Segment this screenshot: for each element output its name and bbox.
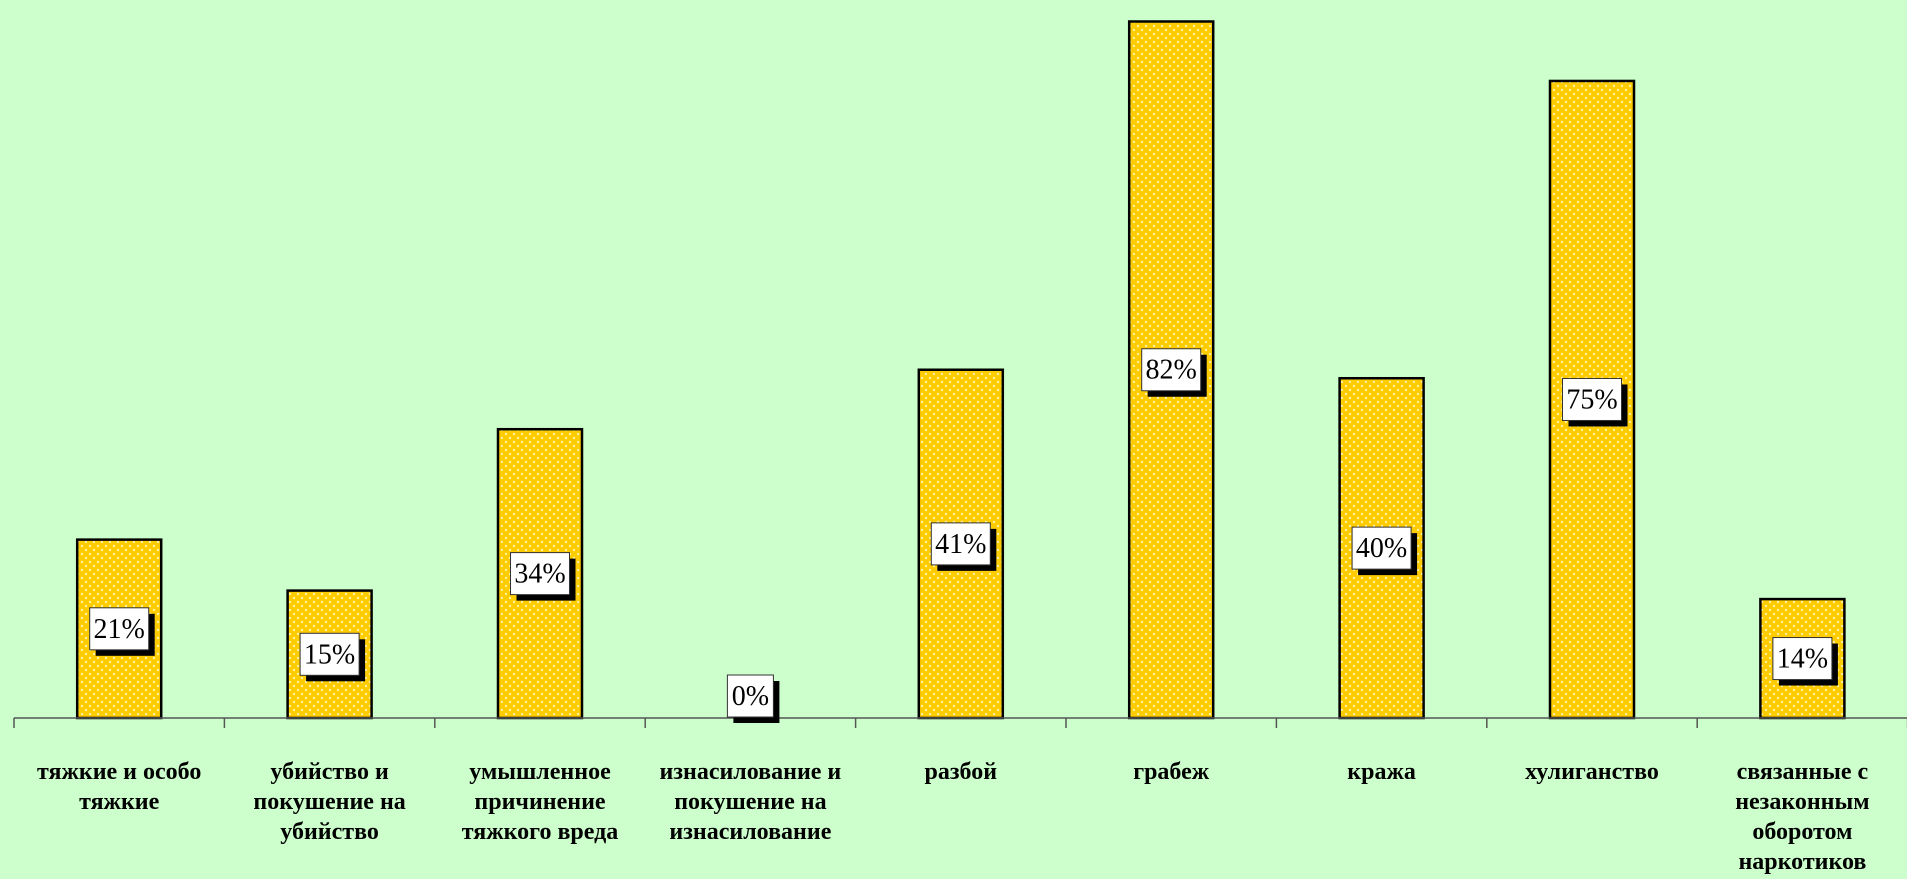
data-label: 14%	[1772, 637, 1838, 686]
data-label-box	[1562, 377, 1622, 421]
data-label-box	[726, 674, 774, 718]
x-tick-label: кража	[1347, 759, 1416, 785]
x-tick-label: убийство и покушение на убийство	[253, 759, 406, 845]
x-tick-label: разбой	[924, 759, 998, 785]
data-label: 21%	[89, 607, 155, 656]
data-label: 41%	[930, 522, 997, 571]
x-tick-label: связанные с незаконным оборотом наркотик…	[1735, 759, 1870, 875]
data-label: 34%	[510, 552, 576, 601]
x-tick-label: умышленное причинение тяжкого вреда	[461, 759, 619, 845]
data-label-text: 40%	[1356, 533, 1407, 564]
data-label-box	[299, 632, 360, 676]
data-label-text: 0%	[732, 681, 769, 712]
data-label-text: 14%	[1777, 644, 1828, 675]
x-tick-label: изнасилование и покушение на изнасилован…	[659, 759, 842, 845]
data-label: 15%	[299, 632, 366, 682]
data-label-text: 34%	[514, 559, 565, 590]
data-label-box	[930, 522, 991, 566]
data-label-text: 75%	[1566, 384, 1617, 415]
x-tick-label: хулиганство	[1525, 759, 1659, 785]
x-tick-label: тяжкие и особо тяжкие	[37, 759, 202, 815]
data-label: 0%	[726, 674, 780, 723]
data-label-text: 41%	[935, 529, 986, 560]
data-label-box	[1351, 526, 1412, 570]
data-label: 75%	[1562, 377, 1628, 427]
data-label-box	[89, 607, 150, 651]
data-label: 82%	[1141, 348, 1207, 397]
data-label-text: 21%	[94, 614, 145, 645]
data-label-text: 82%	[1146, 355, 1197, 386]
data-label-box	[510, 552, 570, 596]
data-label-box	[1141, 348, 1202, 392]
data-label-box	[1772, 637, 1833, 681]
data-label-text: 15%	[304, 639, 355, 670]
x-tick-label: грабеж	[1133, 759, 1210, 785]
data-label: 40%	[1351, 526, 1418, 576]
